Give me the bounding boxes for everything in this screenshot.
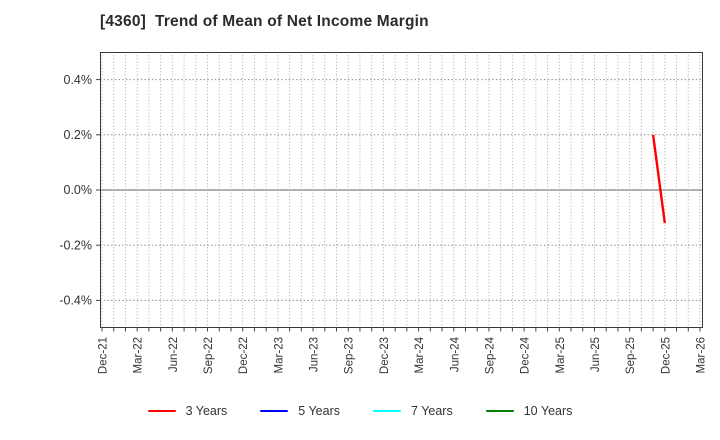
- x-tick-label: Mar-25: [555, 337, 567, 373]
- y-tick-label: 0.4%: [64, 73, 93, 87]
- y-tick-labels: 0.4% 0.2% 0.0% -0.2% -0.4%: [59, 73, 92, 308]
- series-lines: [651, 134, 667, 224]
- x-tick-label: Mar-26: [696, 337, 708, 373]
- x-tick-label: Dec-22: [238, 337, 250, 374]
- legend-line-swatch-3-years: [147, 409, 176, 413]
- legend-item-3-years: 3 Years: [147, 404, 228, 418]
- y-tick-label: -0.4%: [59, 294, 92, 308]
- axis-ticks: [96, 79, 701, 332]
- x-tick-label: Mar-22: [133, 337, 145, 373]
- y-tick-label: 0.2%: [64, 128, 93, 142]
- legend-line-swatch-5-years: [260, 409, 289, 413]
- x-tick-label: Sep-24: [484, 336, 496, 374]
- legend-label-7-years: 7 Years: [411, 404, 453, 418]
- x-tick-label: Jun-25: [590, 337, 602, 372]
- chart-title: [4360] Trend of Mean of Net Income Margi…: [100, 13, 429, 30]
- plot-border-group: [100, 52, 703, 328]
- legend-label-5-years: 5 Years: [298, 404, 341, 418]
- legend-item-10-years: 10 Years: [485, 404, 573, 418]
- x-tick-label: Jun-22: [168, 337, 180, 372]
- legend-line-swatch-7-years: [373, 409, 402, 413]
- x-tick-label: Jun-24: [449, 336, 461, 372]
- y-tick-label: 0.0%: [64, 183, 93, 197]
- x-tick-label: Jun-23: [309, 337, 321, 372]
- y-tick-label: -0.2%: [59, 238, 92, 252]
- x-tick-label: Dec-24: [520, 336, 532, 374]
- x-tick-label: Dec-23: [379, 337, 391, 374]
- x-tick-label: Mar-23: [273, 337, 285, 373]
- x-tick-label: Sep-22: [203, 337, 215, 374]
- x-tick-label: Sep-25: [625, 337, 637, 374]
- x-tick-label: Mar-24: [414, 336, 426, 373]
- x-tick-label: Sep-23: [344, 337, 356, 374]
- legend-label-10-years: 10 Years: [523, 404, 573, 418]
- x-tick-labels: Dec-21 Mar-22 Jun-22 Sep-22 Dec-22 Mar-23 Jun-…: [98, 336, 708, 374]
- legend-line-swatch-10-years: [485, 409, 514, 413]
- series-line-3-years: [651, 134, 667, 224]
- legend-item-5-years: 5 Years: [260, 404, 340, 418]
- legend-label-3-years: 3 Years: [185, 404, 228, 418]
- y-gridlines: [100, 79, 703, 301]
- chart-legend: 3 Years 5 Years 7 Years 10 Years: [0, 404, 720, 418]
- legend-item-7-years: 7 Years: [373, 404, 453, 418]
- x-tick-label: Dec-21: [98, 337, 110, 374]
- x-tick-label: Dec-25: [660, 337, 672, 374]
- plot-border: [100, 52, 703, 328]
